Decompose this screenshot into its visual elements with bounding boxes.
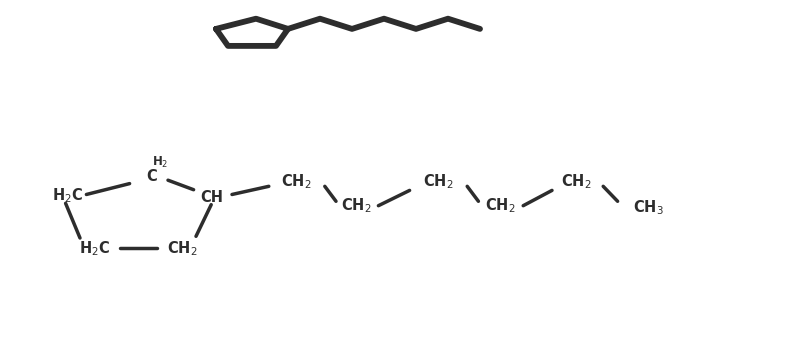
Text: CH$_2$: CH$_2$ — [167, 239, 198, 258]
Text: H$_2$C: H$_2$C — [53, 186, 83, 205]
Text: CH$_2$: CH$_2$ — [423, 173, 454, 191]
Text: CH$_2$: CH$_2$ — [561, 173, 591, 191]
Text: H$_2$C: H$_2$C — [79, 239, 110, 258]
Text: CH$_2$: CH$_2$ — [281, 173, 311, 191]
Text: CH$_2$: CH$_2$ — [485, 197, 515, 215]
Text: H$_2$: H$_2$ — [152, 155, 168, 170]
Text: CH$_2$: CH$_2$ — [341, 197, 371, 215]
Text: C: C — [146, 169, 158, 184]
Text: CH: CH — [201, 190, 223, 205]
Text: CH$_3$: CH$_3$ — [633, 198, 663, 217]
